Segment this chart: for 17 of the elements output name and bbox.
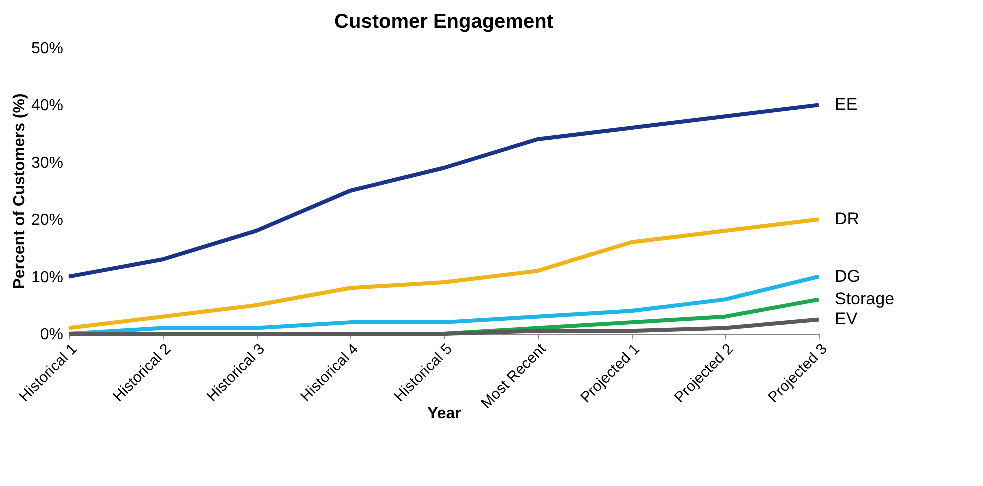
line-series (67, 103, 821, 279)
y-tick-label: 40% (31, 98, 64, 115)
line-series (67, 318, 821, 336)
series-label: EV (835, 310, 858, 329)
y-tick-label: 10% (31, 269, 64, 286)
y-tick-label: 20% (31, 212, 64, 230)
y-tick-label: 0% (40, 326, 64, 344)
y-axis-title: Percent of Customers (%) (11, 94, 28, 290)
series-label: DR (835, 210, 860, 229)
y-tick-label: 30% (31, 154, 64, 172)
chart-title: Customer Engagement (334, 11, 554, 33)
y-tick-label: 50% (31, 40, 64, 58)
series-label: EE (835, 95, 858, 114)
series-label: Storage (835, 290, 895, 309)
line-series (67, 218, 821, 330)
x-axis-title: Year (428, 406, 462, 423)
series-label: DG (835, 266, 860, 286)
